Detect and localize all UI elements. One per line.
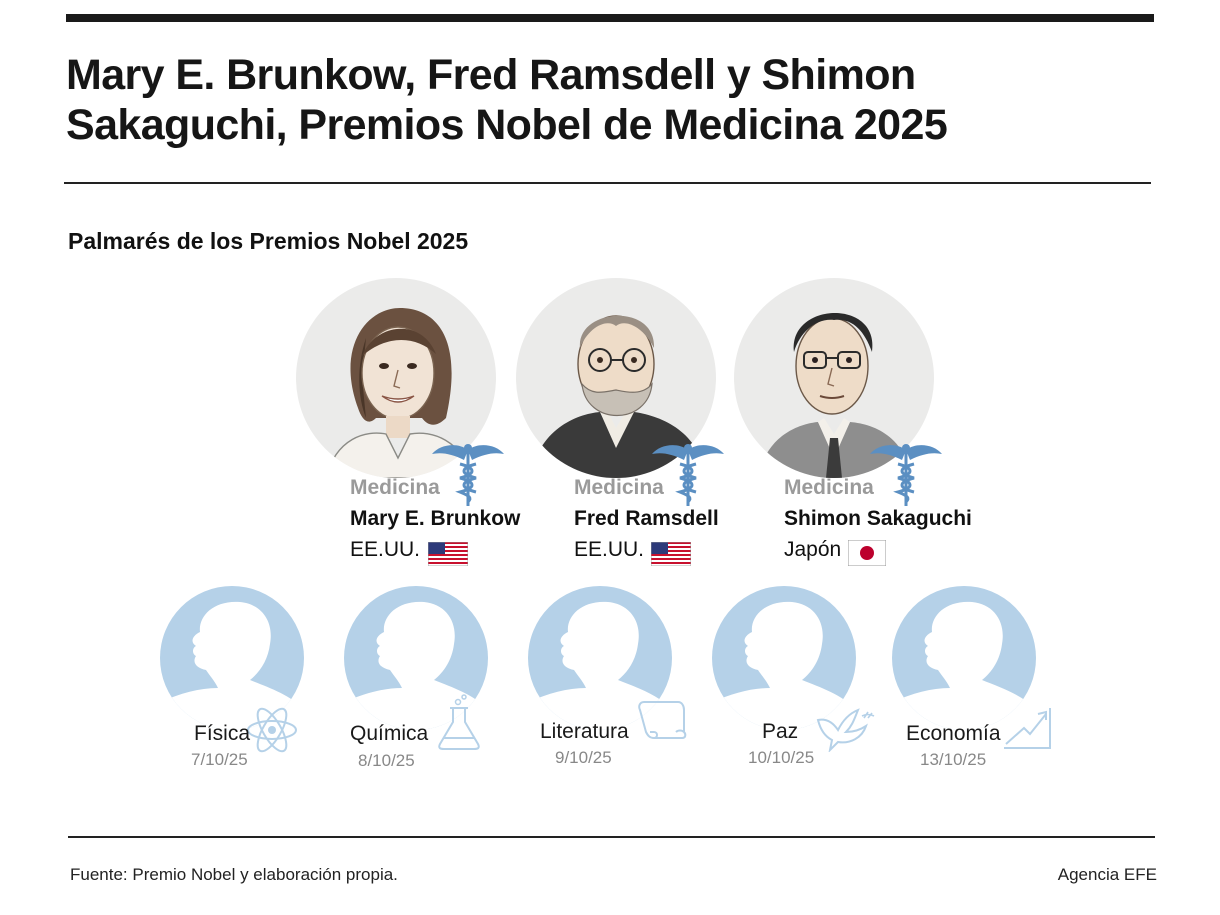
laureate-silhouette [528,586,672,730]
laureate-card-brunkow: Medicina Mary E. Brunkow EE.UU. [296,278,536,578]
prize-fisica: Física 7/10/25 [158,584,358,784]
prize-name: Economía [906,722,1001,745]
laureate-silhouette [160,586,304,730]
laureate-silhouette [712,586,856,730]
headline: Mary E. Brunkow, Fred Ramsdell y Shimon … [66,50,1146,150]
usa-flag-icon [651,542,691,566]
prize-quimica: Química 8/10/25 [342,584,542,784]
bottom-rule [68,836,1155,838]
laureate-country: EE.UU. [350,538,421,561]
prize-paz: Paz 10/10/25 [710,584,910,784]
laureate-card-sakaguchi: Medicina Shimon Sakaguchi Japón [734,278,974,578]
prize-name: Literatura [540,720,629,743]
usa-flag-icon [428,542,468,566]
portrait-brunkow [296,278,496,478]
laureate-silhouette [344,586,488,730]
prize-date: 8/10/25 [358,751,415,770]
prize-date: 10/10/25 [748,748,815,767]
laureate-category: Medicina [784,476,874,499]
laureate-silhouette [892,586,1036,730]
source-credit: Fuente: Premio Nobel y elaboración propi… [70,865,398,884]
prize-economia: Economía 13/10/25 [890,584,1090,784]
subheading: Palmarés de los Premios Nobel 2025 [68,228,469,254]
laureate-card-ramsdell: Medicina Fred Ramsdell EE.UU. [516,278,756,578]
headline-line-1: Mary E. Brunkow, Fred Ramsdell y Shimon [66,51,916,99]
prize-literatura: Literatura 9/10/25 [526,584,726,784]
portrait-ramsdell [516,278,716,478]
caduceus-icon [432,444,504,506]
growth-chart-icon [1004,708,1051,749]
flask-icon [438,694,480,750]
title-rule [64,182,1151,184]
headline-line-2: Sakaguchi, Premios Nobel de Medicina 202… [66,101,948,149]
prize-date: 13/10/25 [920,750,987,769]
prize-date: 7/10/25 [191,750,248,769]
top-rule [66,14,1154,22]
portrait-sakaguchi [734,278,934,478]
laureate-category: Medicina [350,476,440,499]
prize-name: Física [194,722,251,745]
laureate-name: Fred Ramsdell [574,507,719,530]
japan-flag-icon [848,540,886,566]
laureate-country: EE.UU. [574,538,645,561]
laureate-category: Medicina [574,476,664,499]
dove-icon [816,708,875,752]
prize-date: 9/10/25 [555,748,612,767]
atom-icon [247,707,297,753]
laureate-name: Shimon Sakaguchi [784,507,972,530]
prize-name: Química [350,722,429,745]
caduceus-icon [652,444,724,506]
scroll-icon [638,701,687,739]
agency-credit: Agencia EFE [1057,865,1157,884]
caduceus-icon [870,444,942,506]
laureate-country: Japón [784,538,842,561]
prize-name: Paz [762,720,799,743]
laureate-name: Mary E. Brunkow [350,507,521,530]
